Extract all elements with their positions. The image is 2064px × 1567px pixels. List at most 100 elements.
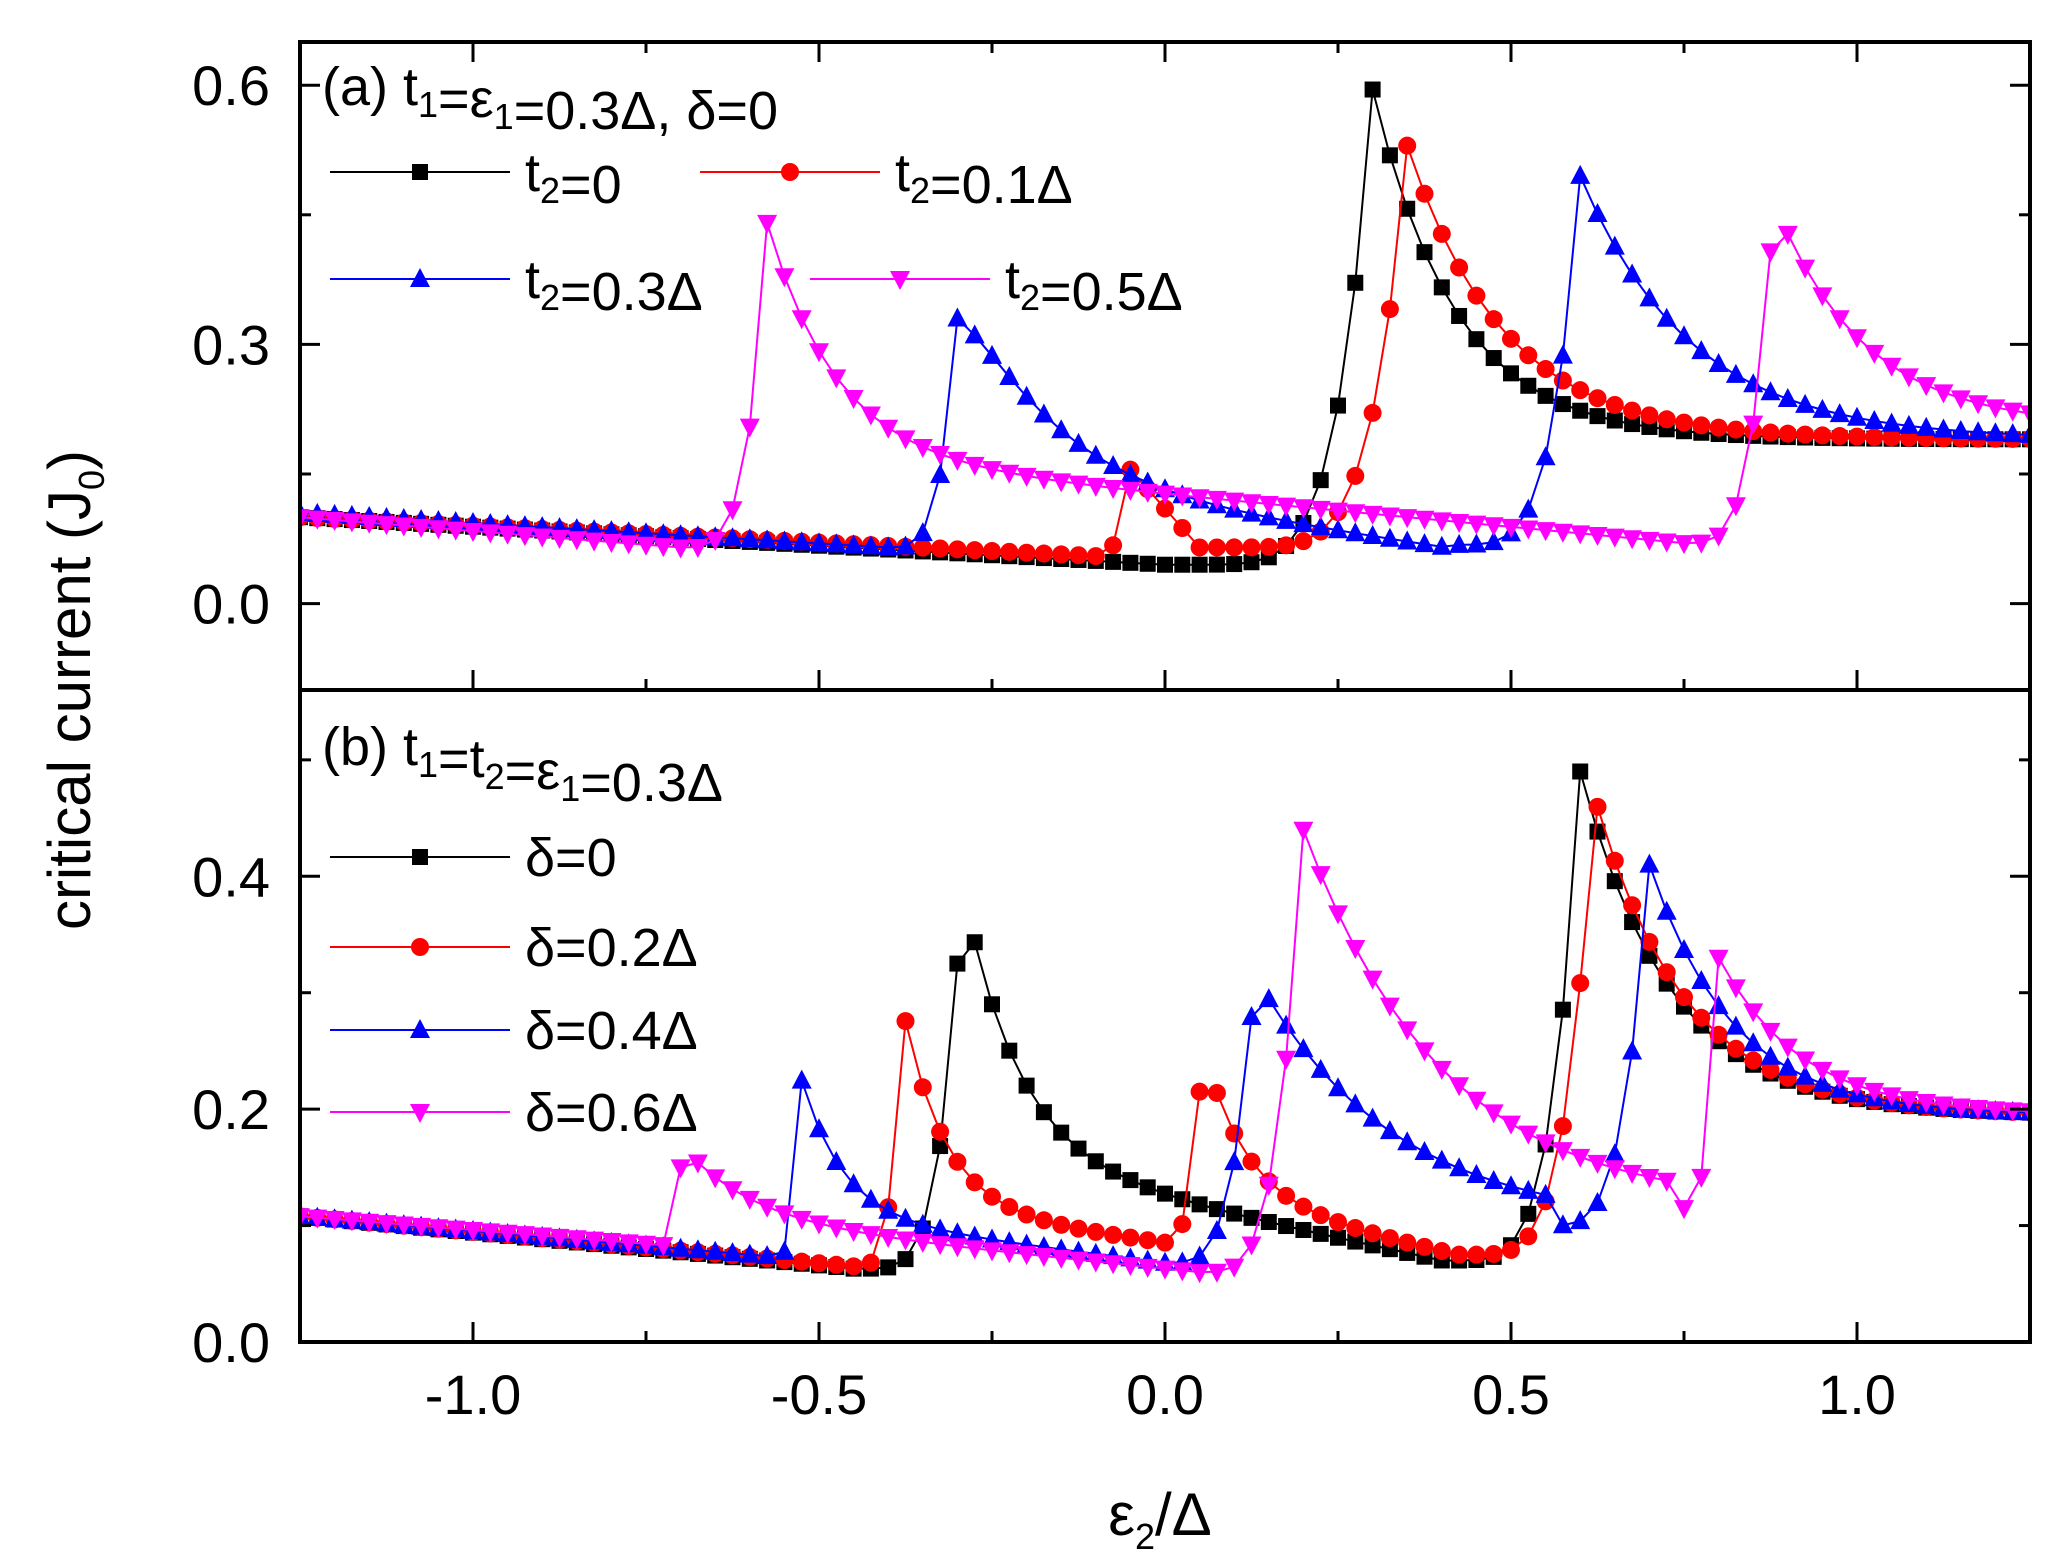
data-point	[1674, 938, 1694, 958]
data-point	[947, 451, 968, 471]
data-point	[843, 390, 864, 410]
data-point	[1535, 1134, 1556, 1154]
data-point	[1241, 1006, 1262, 1026]
data-point	[1016, 467, 1037, 487]
x-tick-label: 0.5	[1472, 1363, 1550, 1426]
data-point	[514, 527, 535, 547]
data-point	[1518, 498, 1539, 518]
data-point	[1085, 444, 1106, 464]
data-point	[757, 214, 778, 234]
data-point	[1708, 352, 1729, 372]
data-point	[1708, 949, 1729, 969]
data-point	[480, 524, 501, 544]
data-point	[912, 1213, 933, 1233]
data-point	[947, 1238, 968, 1258]
data-point	[1068, 1251, 1089, 1271]
panel-a-title: (a) t1=ε1=0.3Δ, δ=0	[322, 57, 778, 141]
data-point	[947, 307, 968, 327]
data-point	[1397, 1131, 1418, 1151]
legend-a-t2-0-label: t2=0	[525, 143, 622, 215]
data-point	[1190, 538, 1209, 557]
data-point	[1795, 393, 1816, 413]
data-point	[843, 534, 864, 554]
data-point	[1416, 244, 1433, 261]
data-point	[1916, 416, 1937, 436]
data-point	[2020, 423, 2030, 443]
data-point	[1397, 1021, 1418, 1041]
data-point	[1830, 427, 1849, 446]
legend-b-d04-marker	[410, 1019, 430, 1038]
data-point	[670, 524, 691, 544]
x-tick-label: -1.0	[425, 1363, 522, 1426]
data-point	[1795, 1065, 1816, 1085]
data-point	[1137, 483, 1158, 503]
data-point	[1329, 1213, 1347, 1232]
data-point	[1589, 823, 1606, 840]
data-point	[1606, 412, 1623, 429]
legend-b-d04-label: δ=0.4Δ	[525, 1001, 698, 1061]
data-point	[1985, 1101, 2006, 1121]
y-tick-label: 0.6	[192, 54, 270, 117]
data-point	[1691, 534, 1712, 554]
data-point	[1466, 515, 1487, 535]
data-point	[1519, 1227, 1538, 1246]
data-point	[1431, 512, 1452, 532]
data-point	[514, 1226, 535, 1246]
data-point	[1760, 381, 1781, 401]
data-point	[791, 531, 812, 551]
data-point	[895, 1231, 916, 1251]
data-point	[1571, 381, 1590, 400]
data-point	[1225, 1124, 1244, 1143]
y-axis-title: critical current (J0)	[36, 450, 112, 930]
data-point	[1675, 413, 1693, 432]
data-point	[1243, 1209, 1260, 1226]
data-point	[1122, 554, 1139, 571]
data-point	[1865, 428, 1884, 447]
data-point	[739, 1190, 760, 1210]
data-point	[1105, 1163, 1122, 1180]
data-point	[810, 1254, 828, 1273]
data-point	[1293, 821, 1314, 841]
data-point	[1725, 363, 1746, 383]
data-point	[1708, 995, 1729, 1015]
data-point	[1191, 1196, 1208, 1213]
data-point	[897, 1251, 914, 1268]
data-point	[1604, 528, 1625, 548]
legend-b-d02-marker	[411, 938, 429, 956]
data-point	[791, 1069, 812, 1089]
data-point	[982, 461, 1002, 481]
data-point	[1087, 1153, 1104, 1170]
data-point	[1692, 1008, 1711, 1027]
data-point	[1137, 1258, 1158, 1278]
data-point	[1657, 410, 1676, 429]
data-point	[1086, 1222, 1105, 1241]
data-point	[1258, 1176, 1279, 1196]
data-point	[1882, 428, 1901, 447]
data-point	[809, 343, 829, 363]
data-point	[1431, 1149, 1452, 1169]
data-point	[1224, 1258, 1245, 1278]
data-point	[1777, 388, 1798, 408]
data-point	[1173, 519, 1192, 537]
data-point	[393, 1216, 414, 1236]
data-point	[826, 533, 847, 553]
data-point	[463, 1221, 483, 1241]
data-point	[1363, 403, 1382, 422]
data-point	[1033, 1248, 1054, 1268]
data-point	[1449, 513, 1470, 533]
data-point	[1450, 1245, 1469, 1264]
data-point	[300, 1208, 310, 1228]
legend-a-t2-03-marker	[410, 268, 430, 287]
data-point	[1172, 1262, 1193, 1282]
data-point	[1760, 243, 1781, 263]
data-point	[1105, 553, 1122, 570]
data-point	[913, 1078, 932, 1097]
data-point	[1624, 416, 1641, 433]
data-point	[1362, 970, 1383, 990]
data-point	[964, 456, 985, 476]
data-point	[1051, 473, 1072, 493]
data-point	[1310, 500, 1331, 520]
data-point	[964, 324, 985, 344]
data-point	[1157, 1185, 1173, 1202]
legend-b-d02-label: δ=0.2Δ	[525, 918, 698, 978]
